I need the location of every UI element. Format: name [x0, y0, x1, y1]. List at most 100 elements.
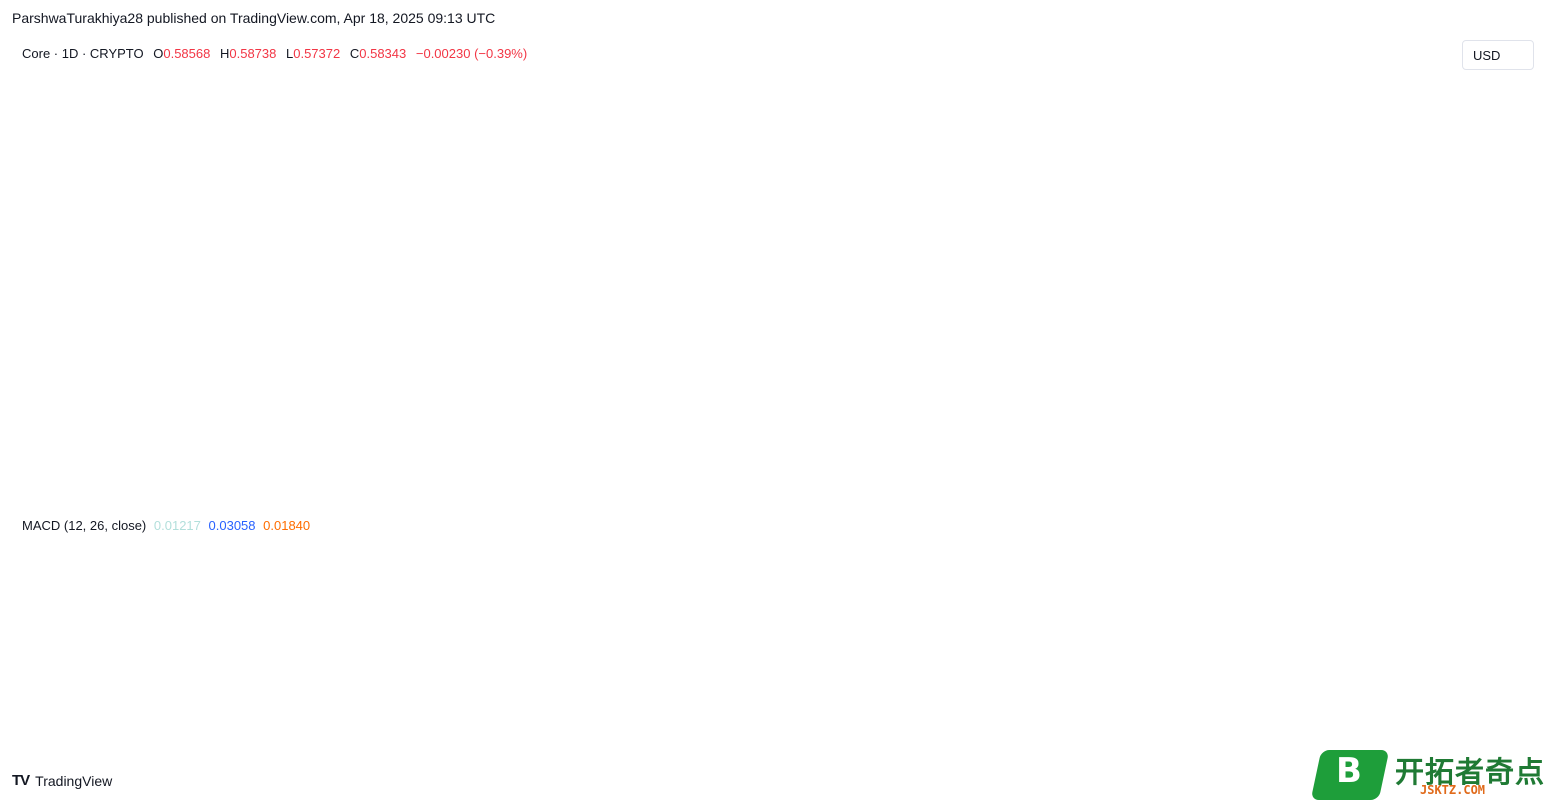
candle-body — [708, 262, 714, 279]
macd-tick-label: -0.10000 — [1467, 684, 1518, 699]
macd-hist-bar — [732, 632, 738, 641]
macd-hist-bar — [741, 632, 747, 643]
macd-title[interactable]: MACD (12, 26, close) — [22, 518, 147, 533]
close-value: 0.58343 — [359, 46, 407, 61]
candle-body — [45, 334, 51, 341]
macd-histogram — [12, 581, 1336, 668]
macd-hist-bar — [86, 632, 92, 634]
candle-body — [536, 233, 542, 252]
macd-hist-bar — [168, 629, 174, 633]
currency-button[interactable]: USD — [1462, 40, 1534, 70]
time-tick-label: Apr — [1212, 735, 1233, 750]
candle-body — [1297, 419, 1303, 422]
macd-hist-bar — [102, 632, 108, 634]
macd-hist-bar — [953, 631, 959, 633]
price-tick-label: 1.20000 — [1467, 267, 1514, 282]
candle-body — [372, 313, 378, 323]
candle-body — [184, 334, 190, 346]
macd-hist-bar — [790, 632, 796, 635]
macd-hist-bar — [691, 631, 697, 633]
macd-hist-bar — [454, 585, 460, 633]
candle-body — [921, 421, 927, 424]
macd-legend: MACD (12, 26, close) 0.01217 0.03058 0.0… — [22, 518, 310, 533]
candle-body — [790, 309, 796, 323]
macd-hist-bar — [528, 632, 534, 655]
price-tick-label: 0.20000 — [1467, 491, 1514, 506]
macd-hist-bar — [1297, 623, 1303, 633]
macd-hist-bar — [397, 626, 403, 633]
candle-body — [94, 336, 100, 344]
candle-body — [749, 327, 755, 330]
macd-hist-bar — [929, 632, 935, 640]
macd-hist-bar — [978, 628, 984, 633]
macd-hist-bar — [1109, 629, 1115, 633]
macd-hist-bar — [806, 632, 812, 641]
macd-hist-bar — [1191, 625, 1197, 633]
macd-hist-bar — [331, 626, 337, 633]
macd-hist-bar — [1207, 624, 1213, 633]
macd-hist-bar — [405, 622, 411, 633]
macd-hist-bar — [1142, 623, 1148, 633]
symbol-label[interactable]: Core · 1D · CRYPTO — [22, 46, 144, 61]
macd-hist-bar — [1117, 628, 1123, 633]
candle-body — [962, 421, 968, 427]
candle-body — [1019, 430, 1025, 433]
candle-body — [585, 291, 591, 296]
macd-hist-bar — [782, 632, 788, 635]
macd-hist-bar — [1265, 627, 1271, 633]
candle-body — [626, 273, 632, 285]
low-label: L — [286, 46, 294, 61]
tradingview-logo-icon[interactable]: TV — [12, 772, 30, 789]
candle-body — [12, 336, 18, 341]
grid — [12, 30, 1540, 731]
candle-body — [683, 273, 689, 296]
macd-hist-bar — [315, 618, 321, 633]
candle-body — [1256, 435, 1262, 440]
macd-hist-bar — [282, 632, 288, 636]
candle-body — [77, 340, 83, 348]
macd-hist-bar — [904, 632, 910, 646]
macd-hist-bar — [151, 628, 157, 633]
candle-body — [667, 307, 673, 310]
candle-body — [814, 352, 820, 355]
candle-body — [511, 195, 517, 274]
macd-hist-bar — [159, 628, 165, 633]
candle-body — [331, 329, 337, 341]
candle-body — [364, 313, 370, 326]
macd-hist-bar — [896, 632, 902, 646]
macd-hist-bar — [552, 632, 558, 651]
macd-hist-bar — [192, 632, 198, 640]
candle-body — [1289, 419, 1295, 422]
candle-body — [831, 354, 837, 357]
macd-hist-bar — [593, 632, 599, 668]
macd-hist-bar — [200, 632, 206, 642]
footer-brand[interactable]: TradingView — [35, 772, 113, 789]
candle-body — [1273, 426, 1279, 433]
candle-body — [151, 322, 157, 328]
open-value: 0.58568 — [163, 46, 211, 61]
candle-body — [872, 379, 878, 382]
macd-hist-bar — [487, 601, 493, 633]
macd-hist-bar — [462, 581, 468, 633]
macd-line — [14, 522, 1334, 713]
macd-hist-bar — [831, 632, 837, 641]
macd-hist-bar — [585, 632, 591, 665]
macd-line-value: 0.03058 — [208, 518, 256, 533]
candle-body — [1240, 444, 1246, 449]
macd-hist-bar — [716, 632, 722, 634]
low-value: 0.57372 — [293, 46, 341, 61]
candle-body — [691, 269, 697, 274]
candle-body — [880, 381, 886, 395]
candle-body — [1043, 430, 1049, 432]
macd-hist-bar — [77, 632, 83, 634]
candle-body — [1207, 430, 1213, 433]
macd-hist-bar — [258, 632, 264, 641]
macd-hist-bar — [1248, 629, 1254, 633]
macd-hist-bar — [888, 632, 894, 646]
candle-body — [282, 336, 288, 353]
macd-tick-label: 0.10000 — [1467, 567, 1514, 582]
candle-body — [208, 345, 214, 353]
macd-hist-bar — [1166, 624, 1172, 633]
macd-hist-bar — [37, 632, 43, 634]
